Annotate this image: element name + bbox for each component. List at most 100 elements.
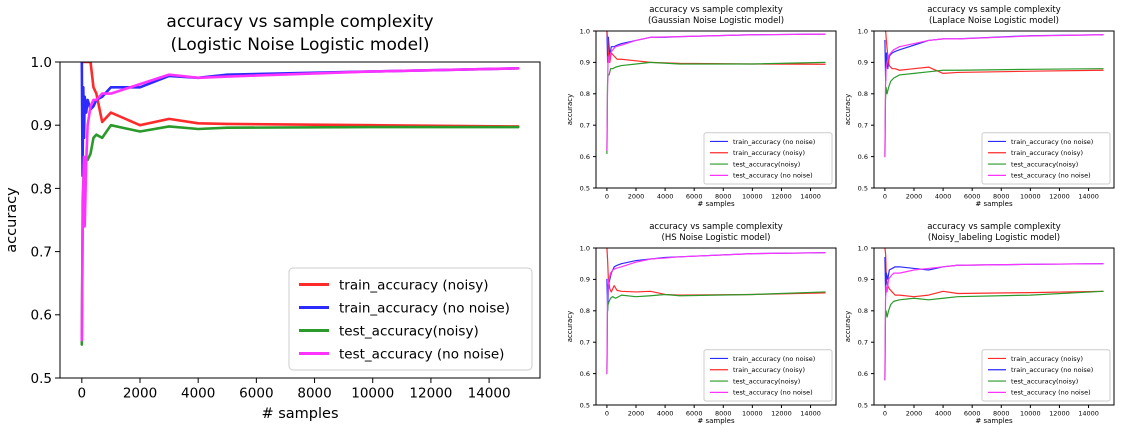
- series-line-4: [80, 67, 520, 342]
- y-axis-label: accuracy: [4, 187, 20, 253]
- y-tick-label: 0.9: [580, 276, 590, 284]
- x-axis-label: # samples: [697, 417, 735, 425]
- x-tick-label: 12000: [771, 410, 792, 418]
- series-line-3: [606, 291, 826, 375]
- y-axis-label: accuracy: [566, 94, 574, 126]
- chart-subtitle: (HS Noise Logistic model): [662, 233, 771, 243]
- legend-label-1: train_accuracy (no noise): [1011, 138, 1093, 146]
- y-tick-label: 0.7: [858, 122, 868, 130]
- x-tick-label: 8000: [715, 193, 732, 201]
- chart-panel-4: accuracy vs sample complexity(HS Noise L…: [566, 222, 837, 425]
- legend-label-3: test_accuracy(noisy): [1011, 377, 1078, 385]
- x-tick-label: 0: [605, 410, 609, 418]
- y-tick-label: 0.6: [858, 370, 868, 378]
- y-tick-label: 0.6: [580, 153, 590, 161]
- x-tick-label: 14000: [800, 193, 821, 201]
- x-tick-label: 4000: [935, 193, 952, 201]
- y-tick-label: 0.6: [31, 308, 52, 324]
- y-tick-label: 0.5: [858, 401, 868, 409]
- legend: train_accuracy (no noise) train_accuracy …: [703, 132, 833, 185]
- y-axis-label: accuracy: [566, 311, 574, 343]
- series-line-4: [884, 263, 1104, 381]
- x-tick-label: 6000: [964, 193, 981, 201]
- legend: train_accuracy (noisy) train_accuracy (no…: [981, 349, 1111, 402]
- y-axis-label: accuracy: [844, 94, 852, 126]
- series-group: [606, 248, 826, 375]
- y-tick-label: 0.7: [580, 339, 590, 347]
- legend-box: [703, 349, 833, 402]
- x-tick-label: 10000: [351, 386, 394, 402]
- legend-box: [703, 132, 833, 185]
- legend-label-1: train_accuracy (noisy): [1011, 355, 1083, 363]
- x-tick-label: 10000: [742, 193, 763, 201]
- x-tick-label: 4000: [657, 193, 674, 201]
- x-tick-label: 10000: [1020, 410, 1041, 418]
- legend-label-3: test_accuracy(noisy): [733, 377, 800, 385]
- legend-box: [981, 132, 1111, 185]
- legend-label-2: train_accuracy (no noise): [1011, 366, 1093, 374]
- x-axis-label: # samples: [261, 406, 338, 422]
- legend: train_accuracy (noisy) train_accuracy (no…: [288, 267, 533, 371]
- y-tick-label: 1.0: [858, 27, 868, 35]
- x-tick-label: 10000: [1020, 193, 1041, 201]
- x-tick-label: 4000: [657, 410, 674, 418]
- x-tick-label: 4000: [935, 410, 952, 418]
- legend-label-4: test_accuracy (no noise): [1011, 172, 1091, 180]
- y-tick-label: 0.6: [858, 153, 868, 161]
- legend-label-1: train_accuracy (no noise): [733, 355, 815, 363]
- x-tick-label: 0: [78, 386, 87, 402]
- x-tick-label: 0: [883, 410, 887, 418]
- series-line-1: [80, 62, 520, 128]
- chart-title: accuracy vs sample complexity: [927, 5, 1061, 15]
- x-tick-label: 2000: [628, 193, 645, 201]
- y-tick-label: 1.0: [858, 244, 868, 252]
- x-tick-label: 12000: [771, 193, 792, 201]
- x-axis-label: # samples: [975, 200, 1013, 208]
- chart-panel-1: accuracy vs sample complexity (Logistic N…: [4, 12, 541, 422]
- y-tick-label: 0.8: [31, 181, 52, 197]
- series-group: [884, 31, 1104, 158]
- x-tick-label: 12000: [1049, 410, 1070, 418]
- y-tick-label: 0.9: [580, 59, 590, 67]
- legend: train_accuracy (no noise) train_accuracy …: [703, 349, 833, 402]
- y-tick-label: 0.9: [858, 59, 868, 67]
- y-tick-label: 1.0: [31, 55, 52, 71]
- legend-label-3: test_accuracy(noisy): [339, 323, 479, 339]
- x-tick-label: 12000: [1049, 193, 1070, 201]
- legend-label-3: test_accuracy(noisy): [733, 160, 800, 168]
- x-tick-label: 6000: [686, 410, 703, 418]
- x-tick-label: 2000: [628, 410, 645, 418]
- x-tick-label: 6000: [964, 410, 981, 418]
- x-tick-label: 14000: [1078, 193, 1099, 201]
- legend-label-2: train_accuracy (noisy): [733, 149, 805, 157]
- series-line-1: [884, 248, 1104, 298]
- y-tick-label: 0.8: [580, 90, 590, 98]
- series-line-2: [606, 31, 826, 65]
- y-tick-label: 0.8: [858, 307, 868, 315]
- x-tick-label: 8000: [715, 410, 732, 418]
- plot-frame: [873, 30, 1115, 189]
- chart-panel-5: accuracy vs sample complexity(Noisy_labe…: [844, 222, 1115, 425]
- legend-label-4: test_accuracy (no noise): [733, 389, 813, 397]
- chart-subtitle: (Noisy_labeling Logistic model): [928, 233, 1060, 243]
- y-tick-label: 0.9: [31, 118, 52, 134]
- plot-frame: [59, 61, 541, 379]
- series-line-2: [884, 31, 1104, 74]
- series-line-2: [80, 62, 520, 178]
- legend-label-1: train_accuracy (no noise): [733, 138, 815, 146]
- series-group: [606, 31, 826, 155]
- series-line-4: [884, 34, 1104, 158]
- x-tick-label: 12000: [409, 386, 452, 402]
- y-tick-label: 0.6: [580, 370, 590, 378]
- y-tick-label: 0.7: [580, 122, 590, 130]
- y-tick-label: 0.5: [858, 184, 868, 192]
- x-tick-label: 2000: [906, 410, 923, 418]
- plot-frame: [873, 247, 1115, 406]
- x-tick-label: 14000: [1078, 410, 1099, 418]
- x-tick-label: 6000: [239, 386, 273, 402]
- legend-label-2: train_accuracy (noisy): [1011, 149, 1083, 157]
- chart-subtitle: (Gaussian Noise Logistic model): [648, 16, 784, 26]
- series-line-1: [884, 34, 1104, 82]
- x-axis-label: # samples: [697, 200, 735, 208]
